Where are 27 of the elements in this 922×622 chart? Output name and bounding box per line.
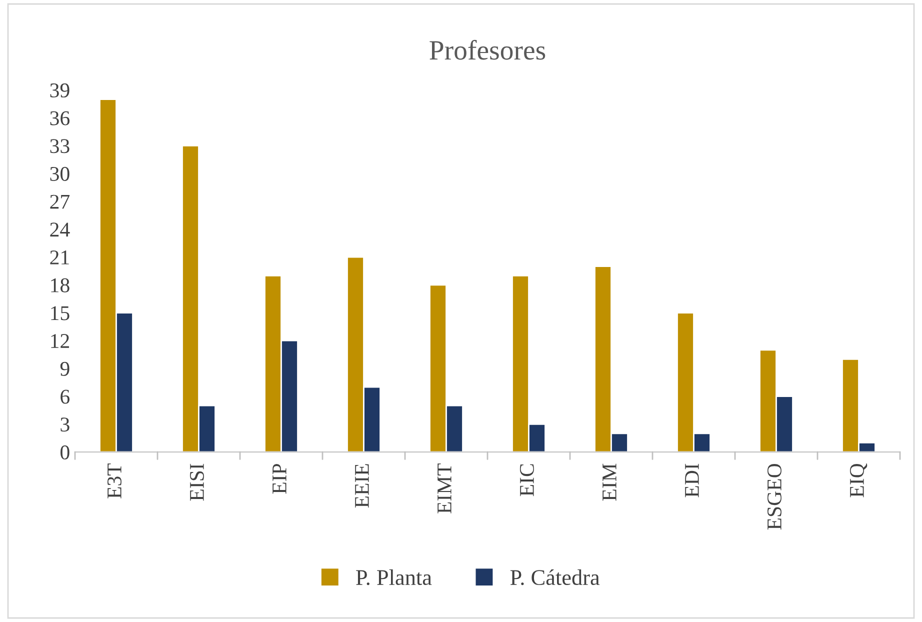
y-tick-label: 21 <box>50 250 69 264</box>
y-tick-label: 15 <box>51 306 70 320</box>
y-tick-label: 6 <box>60 390 70 404</box>
x-tick-label: ESGEO <box>767 464 782 530</box>
y-tick-label: 27 <box>50 194 70 209</box>
x-tick-label: EIP <box>272 464 286 494</box>
y-tick-label: 9 <box>60 362 70 376</box>
y-tick-label: 39 <box>50 83 70 98</box>
x-tick-label: EIC <box>520 464 534 496</box>
y-tick-label: 12 <box>51 334 69 348</box>
x-tick-label: EEIE <box>355 464 369 508</box>
y-tick-label: 33 <box>50 139 70 154</box>
legend-label: P. Planta <box>356 569 432 586</box>
x-tick-label: EDI <box>685 464 699 498</box>
x-tick-label: E3T <box>107 463 122 498</box>
y-tick-label: 30 <box>50 166 70 181</box>
y-tick-label: 24 <box>50 222 70 236</box>
x-tick-label: EIMT <box>438 463 452 514</box>
y-tick-label: 18 <box>51 278 70 292</box>
y-tick-label: 36 <box>50 111 70 126</box>
y-tick-label: 0 <box>60 445 70 460</box>
legend-label: P. Cátedra <box>510 569 600 586</box>
x-tick-label: EIM <box>602 464 616 501</box>
x-tick-label: EISI <box>190 464 204 501</box>
x-tick-label: EIQ <box>850 463 868 498</box>
chart-title: Profesores <box>430 40 546 60</box>
y-tick-label: 3 <box>60 418 70 432</box>
